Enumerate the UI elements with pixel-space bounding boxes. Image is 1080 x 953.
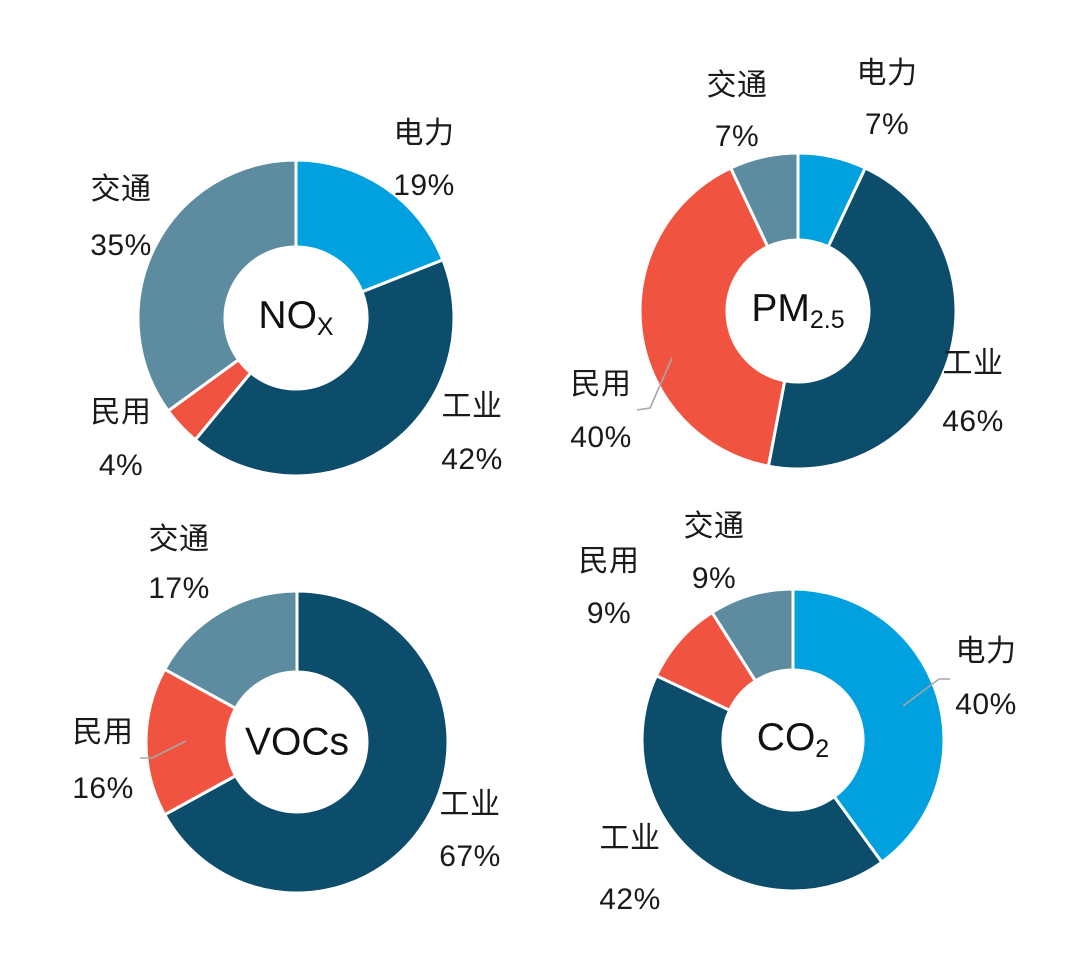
slice-name-label-vocs-transport: 交通 xyxy=(148,523,210,556)
donut-slice-pm25-residential xyxy=(638,166,787,468)
slice-percent-label-co2-residential: 9% xyxy=(586,597,632,630)
chart-center-label-co2: CO2 xyxy=(757,718,829,762)
donut-slice-pm25-transport xyxy=(728,151,800,249)
chart-center-label-nox: NOX xyxy=(258,296,333,340)
slice-percent-label-co2-power: 40% xyxy=(955,688,1017,721)
donut-slice-nox-transport xyxy=(136,158,298,413)
chart-center-label-pm25: PM2.5 xyxy=(751,289,844,333)
slice-name-label-vocs-residential: 民用 xyxy=(72,716,134,749)
slice-name-label-co2-transport: 交通 xyxy=(683,510,745,543)
slice-percent-label-pm25-industry: 46% xyxy=(942,405,1004,438)
leader-line-vocs-residential xyxy=(140,740,187,759)
center-label-base: VOCs xyxy=(244,720,350,764)
donut-slice-co2-industry xyxy=(640,673,884,893)
slice-percent-label-nox-power: 19% xyxy=(393,169,455,202)
slice-percent-label-co2-industry: 42% xyxy=(599,883,661,916)
center-label-base: PM xyxy=(751,287,810,330)
slice-name-label-pm25-industry: 工业 xyxy=(942,347,1004,380)
donut-slice-co2-transport xyxy=(710,587,795,683)
slice-name-label-nox-industry: 工业 xyxy=(441,390,503,423)
slice-percent-label-pm25-residential: 40% xyxy=(570,421,632,454)
donut-slice-pm25-industry xyxy=(766,166,958,471)
slice-name-label-nox-transport: 交通 xyxy=(90,173,152,206)
slice-percent-label-pm25-power: 7% xyxy=(864,108,910,141)
slice-name-label-pm25-transport: 交通 xyxy=(706,69,768,102)
slice-percent-label-nox-residential: 4% xyxy=(98,449,144,482)
slice-name-label-nox-residential: 民用 xyxy=(90,396,152,429)
slice-percent-label-vocs-transport: 17% xyxy=(148,572,210,605)
donut-slice-vocs-transport xyxy=(162,589,299,711)
slice-name-label-co2-industry: 工业 xyxy=(599,822,661,855)
slice-name-label-nox-power: 电力 xyxy=(393,117,455,150)
slice-name-label-co2-residential: 民用 xyxy=(578,545,640,578)
slice-name-label-pm25-residential: 民用 xyxy=(570,368,632,401)
leader-line-co2-power xyxy=(902,678,950,707)
slice-percent-label-vocs-residential: 16% xyxy=(72,772,134,805)
leader-line-pm25-residential xyxy=(636,357,673,411)
center-label-base: NO xyxy=(258,294,317,337)
donut-slice-nox-power xyxy=(294,158,445,294)
slice-percent-label-pm25-transport: 7% xyxy=(714,120,760,153)
slice-percent-label-vocs-industry: 67% xyxy=(439,840,501,873)
slice-percent-label-nox-transport: 35% xyxy=(90,229,152,262)
slice-name-label-pm25-power: 电力 xyxy=(856,57,918,90)
center-label-subscript: X xyxy=(316,313,334,341)
slice-percent-label-nox-industry: 42% xyxy=(441,443,503,476)
donut-slice-vocs-industry xyxy=(162,589,450,895)
center-label-subscript: 2.5 xyxy=(809,306,845,334)
slice-percent-label-co2-transport: 9% xyxy=(691,562,737,595)
slice-name-label-vocs-industry: 工业 xyxy=(439,788,501,821)
donut-slice-co2-power xyxy=(791,587,946,865)
center-label-base: CO xyxy=(756,716,816,759)
slice-name-label-co2-power: 电力 xyxy=(955,635,1017,668)
center-label-subscript: 2 xyxy=(815,735,830,763)
donut-slice-nox-industry xyxy=(193,257,456,478)
chart-center-label-vocs: VOCs xyxy=(245,723,349,762)
